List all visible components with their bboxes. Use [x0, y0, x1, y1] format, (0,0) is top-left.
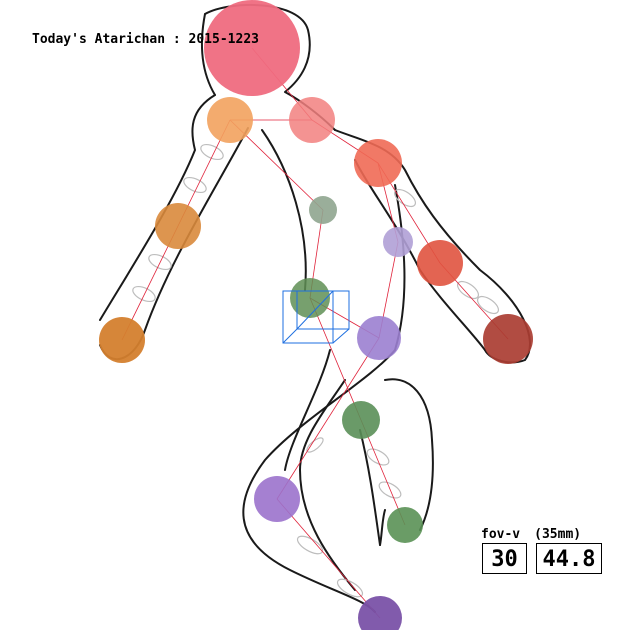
fov-value-box[interactable]: 30 [482, 543, 527, 574]
joint-knee-left[interactable] [342, 401, 380, 439]
joint-knee-right[interactable] [254, 476, 300, 522]
selection-gizmo-cube[interactable] [282, 290, 350, 344]
joint-foot-right[interactable] [358, 596, 402, 630]
focal-length-label: (35mm) [534, 527, 582, 542]
fov-label: fov-v [481, 527, 521, 542]
skeleton-joints[interactable] [99, 0, 533, 630]
joint-shoulder-right[interactable] [207, 97, 253, 143]
joint-neck[interactable] [289, 97, 335, 143]
joint-elbow-right[interactable] [155, 203, 201, 249]
focal-length-value-box[interactable]: 44.8 [536, 543, 602, 574]
joint-elbow-left[interactable] [417, 240, 463, 286]
joint-hand-right[interactable] [99, 317, 145, 363]
joint-head[interactable] [204, 0, 300, 96]
fov-label-row: fov-v (35mm) [481, 527, 581, 542]
joint-hip-left[interactable] [383, 227, 413, 257]
joint-hand-left[interactable] [483, 314, 533, 364]
joint-thigh-left[interactable] [357, 316, 401, 360]
page-title: Today's Atarichan : 2015-1223 [32, 32, 259, 47]
joint-pelvis[interactable] [290, 278, 330, 318]
joint-shoulder-left[interactable] [354, 139, 402, 187]
joint-chest[interactable] [309, 196, 337, 224]
joint-foot-left[interactable] [387, 507, 423, 543]
